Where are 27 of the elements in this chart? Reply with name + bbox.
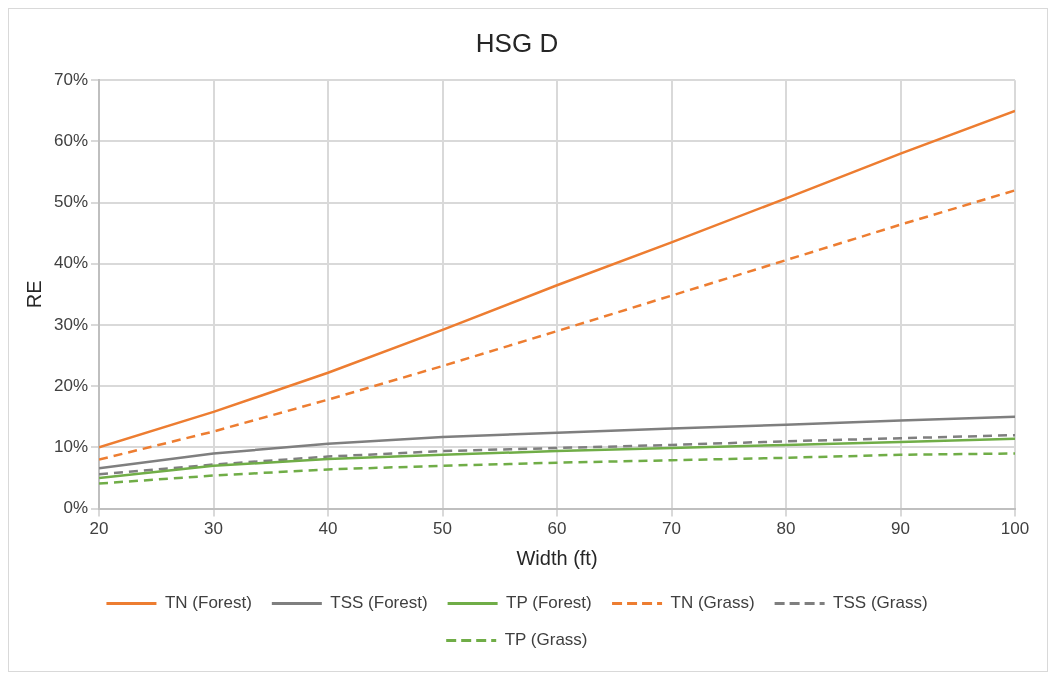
y-tick-label: 10%: [53, 437, 89, 457]
x-tick-label: 90: [891, 519, 910, 539]
x-tick-label: 30: [204, 519, 223, 539]
chart-title: HSG D: [475, 27, 559, 58]
x-tick-label: 70: [662, 519, 681, 539]
y-tick-label: 70%: [53, 69, 89, 89]
x-tick-label: 80: [776, 519, 796, 539]
y-tick-label: 30%: [53, 314, 89, 334]
legend-label: TSS (Grass): [833, 593, 928, 613]
x-tick-label: 100: [1000, 519, 1030, 539]
x-tick-label: 60: [547, 519, 567, 539]
x-tick-label: 40: [318, 519, 338, 539]
y-tick-label: 60%: [53, 131, 89, 151]
legend-label: TN (Forest): [164, 593, 252, 613]
line-series: [99, 452, 1015, 485]
y-tick-label: 50%: [53, 192, 89, 212]
x-axis-title: Width (ft): [516, 546, 598, 569]
y-tick-label: 40%: [53, 253, 89, 273]
legend-label: TSS (Forest): [330, 593, 428, 613]
legend-label: TP (Forest): [506, 593, 592, 613]
legend-label: TN (Grass): [670, 593, 755, 613]
y-axis-title: RE: [22, 280, 45, 309]
y-tick-label: 0%: [63, 498, 89, 518]
x-tick-label: 20: [89, 519, 109, 539]
x-tick-label: 50: [433, 519, 452, 539]
legend-label: TP (Grass): [504, 630, 588, 650]
y-tick-label: 20%: [53, 375, 89, 395]
